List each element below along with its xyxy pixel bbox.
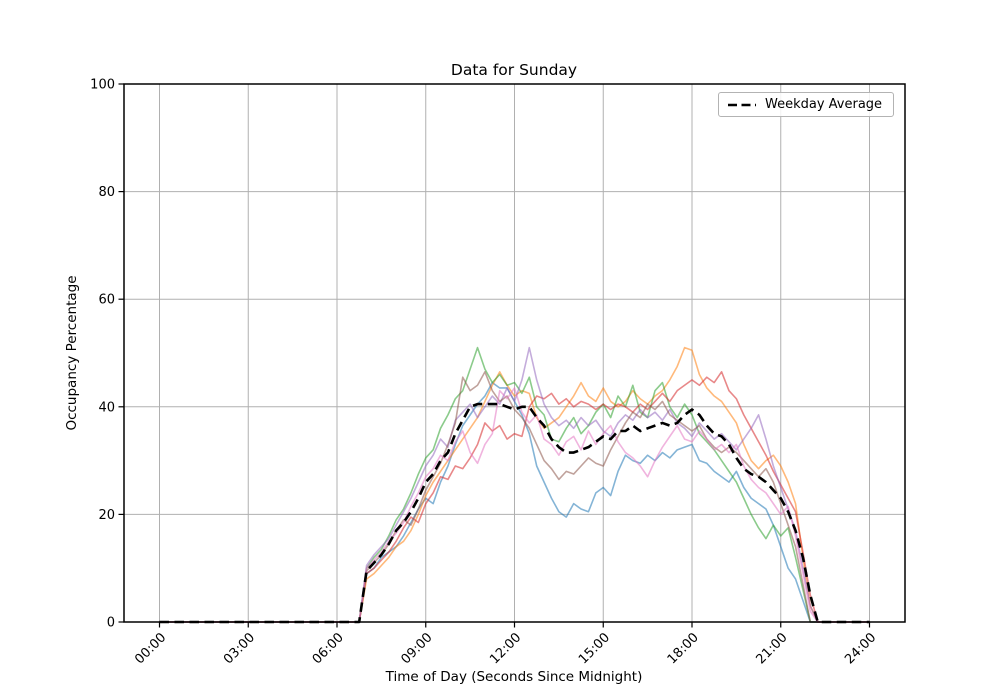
- x-tick-label: 12:00: [487, 630, 524, 667]
- dashed-line-icon: [728, 103, 756, 106]
- x-tick-label: 15:00: [576, 630, 613, 667]
- x-tick-label: 21:00: [753, 630, 790, 667]
- y-tick-label: 60: [98, 293, 115, 308]
- y-tick-label: 20: [98, 508, 115, 523]
- legend-label: Weekday Average: [765, 97, 883, 112]
- y-axis-label: Occupancy Percentage: [64, 275, 80, 431]
- average-line: [159, 402, 870, 624]
- legend: Weekday Average: [718, 92, 894, 117]
- y-tick-label: 100: [90, 78, 115, 93]
- x-tick-label: 18:00: [665, 630, 702, 667]
- x-tick-label: 06:00: [310, 630, 347, 667]
- x-tick-label: 00:00: [132, 630, 169, 667]
- chart-title: Data for Sunday: [450, 61, 578, 79]
- x-axis-label: Time of Day (Seconds Since Midnight): [385, 669, 643, 685]
- y-tick-label: 40: [98, 400, 115, 415]
- y-tick-label: 0: [107, 616, 115, 631]
- x-tick-label: 03:00: [221, 630, 258, 667]
- x-tick-label: 24:00: [842, 630, 879, 667]
- x-tick-label: 09:00: [398, 630, 435, 667]
- y-tick-label: 80: [98, 185, 115, 200]
